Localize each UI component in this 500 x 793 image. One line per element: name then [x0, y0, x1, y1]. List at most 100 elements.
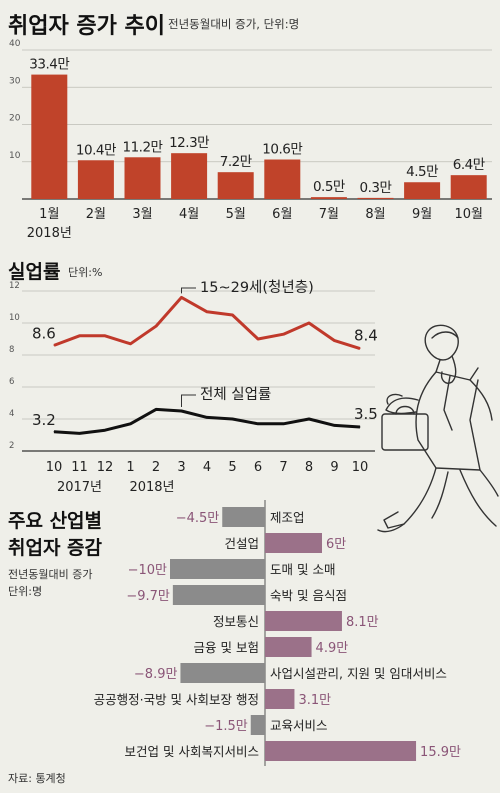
category-label: 교육서비스: [270, 718, 328, 733]
series-start-label: 8.6: [32, 324, 56, 342]
category-label: 사업시설관리, 지원 및 임대서비스: [270, 666, 447, 681]
bar-value-label: 6만: [326, 537, 346, 552]
series-point: [359, 348, 361, 350]
series-name-label: 15~29세(청년층): [200, 279, 314, 296]
x-tick-label: 8월: [365, 207, 385, 222]
category-label: 숙박 및 음식점: [270, 588, 347, 603]
callout-line: [181, 287, 196, 294]
bar: [31, 74, 68, 199]
series-point: [181, 296, 182, 298]
x-tick-label: 3월: [132, 207, 152, 222]
bar-value-label: 10.6만: [262, 142, 302, 158]
series-point: [155, 408, 157, 410]
bar-value-label: 7.2만: [220, 154, 252, 170]
bar-value-label: 11.2만: [123, 139, 163, 155]
y-tick-label: 8: [9, 345, 14, 355]
x-tick-label: 12: [97, 460, 114, 475]
bar-value-label: 4.5만: [406, 164, 438, 180]
industry-bar-chart: −4.5만 제조업 6만 건설업 −10만 도매 및 소매 −9.7만 숙박 및 음식점 8.1…: [94, 500, 461, 766]
x-tick-label: 11: [71, 460, 88, 475]
y-tick-label: 40: [9, 39, 21, 49]
industry-title-line1: 주요 산업별: [8, 510, 103, 532]
series-point: [308, 322, 310, 324]
x-tick-label: 2: [152, 460, 160, 475]
industry-subtitle-line2: 단위:명: [8, 585, 43, 598]
employment-subtitle: 전년동월대비 증가, 단위:명: [168, 17, 300, 31]
year-label: 2018년: [129, 480, 174, 495]
bar: [171, 153, 208, 199]
x-tick-label: 10: [46, 460, 63, 475]
series-point: [181, 410, 182, 412]
series-point: [232, 418, 233, 420]
series-line: [53, 407, 361, 435]
x-tick-label: 2월: [86, 207, 106, 222]
bar-value-label: −10만: [128, 563, 167, 578]
y-tick-label: 30: [9, 76, 21, 86]
category-label: 건설업: [224, 536, 259, 551]
series-point: [155, 325, 157, 327]
category-label: 금융 및 보험: [194, 640, 259, 655]
industry-subtitle: 전년동월대비 증가 단위:명: [8, 566, 92, 600]
x-tick-label: 5월: [226, 207, 246, 222]
y-tick-label: 10: [9, 313, 20, 323]
series-point: [53, 431, 55, 433]
series-point: [206, 416, 208, 418]
bar: [310, 197, 347, 199]
callout-line: [181, 394, 196, 407]
bar-value-label: 6.4만: [453, 157, 485, 173]
bar: [222, 507, 265, 527]
series-point: [79, 432, 80, 434]
x-tick-label: 4월: [179, 207, 199, 222]
series-start-label: 3.2: [32, 411, 56, 429]
series-point: [334, 340, 335, 342]
bar: [450, 175, 487, 199]
x-tick-label: 9: [330, 460, 338, 475]
x-tick-label: 10월: [454, 207, 483, 222]
x-tick-label: 6: [254, 460, 262, 475]
x-tick-label: 10: [352, 460, 369, 475]
series-point: [359, 426, 361, 428]
x-tick-label: 1: [126, 460, 134, 475]
series-point: [257, 338, 259, 340]
bar: [77, 160, 114, 199]
series-point: [79, 335, 80, 337]
bar-value-label: 12.3만: [169, 135, 209, 151]
bar-value-label: 10.4만: [76, 142, 116, 158]
series-end-label: 8.4: [354, 327, 378, 345]
series-end-label: 3.5: [354, 405, 378, 423]
category-label: 공공행정·국방 및 사회보장 행정: [94, 692, 259, 707]
series-point: [104, 335, 106, 337]
unemployment-subtitle: 단위:%: [68, 266, 103, 279]
bar-value-label: 33.4만: [29, 57, 69, 73]
bar: [404, 182, 441, 199]
bar-value-label: −8.9만: [134, 667, 178, 682]
x-tick-label: 7월: [319, 207, 339, 222]
bar-value-label: 15.9만: [420, 745, 461, 760]
category-label: 도매 및 소매: [270, 562, 335, 577]
bar: [172, 585, 265, 605]
bar-value-label: 0.5만: [313, 179, 345, 195]
category-label: 제조업: [270, 510, 305, 525]
x-tick-label: 5: [228, 460, 236, 475]
bar-value-label: 3.1만: [298, 693, 331, 708]
bar: [217, 172, 254, 199]
bar: [265, 637, 312, 657]
series-name-label: 전체 실업률: [200, 386, 271, 403]
industry-subtitle-line1: 전년동월대비 증가: [8, 568, 93, 581]
running-businessman-illustration: [377, 324, 499, 533]
series-point: [308, 418, 310, 420]
y-tick-label: 12: [9, 281, 20, 291]
bar: [265, 611, 342, 631]
bar: [170, 559, 265, 579]
series-point: [232, 314, 233, 316]
bar-value-label: −4.5만: [176, 511, 220, 526]
bar-value-label: −9.7만: [126, 589, 170, 604]
series-point: [130, 343, 131, 345]
x-tick-label: 8: [305, 460, 313, 475]
bar: [250, 715, 265, 735]
bar-value-label: 8.1만: [346, 615, 379, 630]
unemployment-title: 실업률: [8, 261, 61, 283]
series-point: [104, 429, 106, 431]
